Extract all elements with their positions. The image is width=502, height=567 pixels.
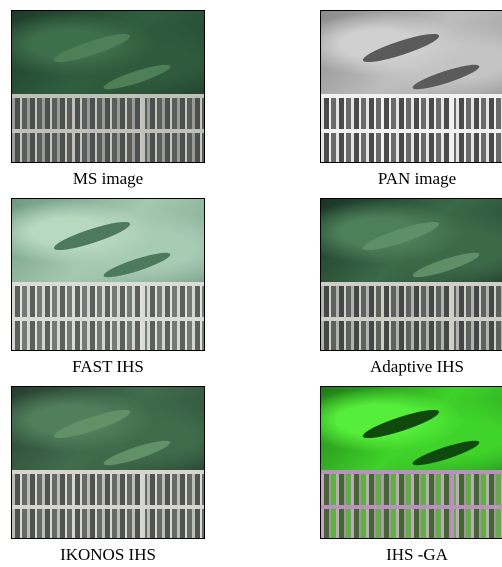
panel-pan: PAN image (320, 10, 502, 188)
panel-ikonos-ihs: IKONOS IHS (11, 386, 205, 564)
caption-fast-ihs: FAST IHS (72, 357, 144, 376)
ms-aerial-image (11, 10, 205, 163)
caption-pan: PAN image (377, 169, 457, 188)
caption-ms: MS image (72, 169, 144, 188)
adaptive-ihs-aerial-image (320, 198, 502, 351)
ihs-ga-aerial-image (320, 386, 502, 539)
pan-aerial-image (320, 10, 502, 163)
ikonos-ihs-aerial-image (11, 386, 205, 539)
panel-adaptive-ihs: Adaptive IHS (320, 198, 502, 376)
caption-ikonos-ihs: IKONOS IHS (60, 545, 156, 564)
fast-ihs-aerial-image (11, 198, 205, 351)
panel-fast-ihs: FAST IHS (11, 198, 205, 376)
caption-adaptive-ihs: Adaptive IHS (370, 357, 464, 376)
panel-ihs-ga: IHS -GA (320, 386, 502, 564)
panel-ms: MS image (11, 10, 205, 188)
caption-ihs-ga: IHS -GA (386, 545, 448, 564)
